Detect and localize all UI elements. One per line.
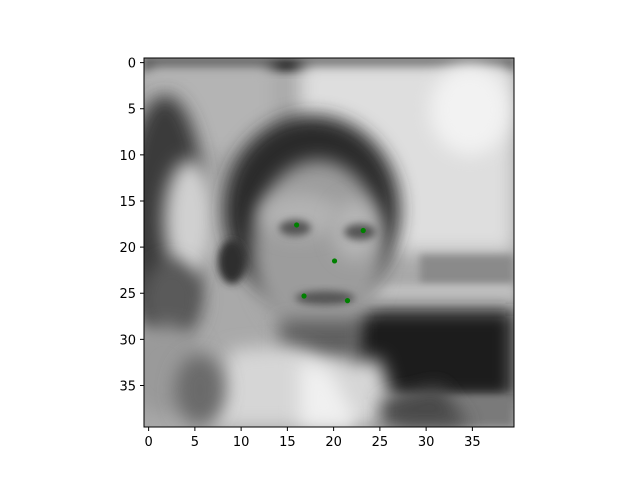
landmark-point [331,258,338,264]
y-tick-label: 30 [119,333,136,348]
landmark-points [294,222,366,304]
landmark-point [294,222,300,228]
landmark-point [344,298,351,304]
landmark-point [301,293,307,299]
y-tick-label: 20 [119,241,136,256]
face-image [144,58,514,427]
y-tick-label: 5 [128,103,136,118]
plot-frame [143,57,515,428]
landmark-point [360,227,366,234]
y-tick-label: 25 [119,287,136,302]
x-tick-label: 10 [233,435,250,450]
y-tick-label: 35 [119,379,136,394]
x-tick-label: 20 [325,435,342,450]
y-tick-label: 0 [128,57,136,72]
x-tick-label: 25 [372,435,389,450]
y-tick-label: 10 [119,149,136,164]
x-tick-label: 0 [144,435,152,450]
x-tick-label: 30 [418,435,435,450]
y-tick-label: 15 [119,195,136,210]
y-axis: 0 5 10 15 20 25 30 35 [119,57,144,394]
x-tick-label: 15 [279,435,296,450]
x-axis: 0 5 10 15 20 25 30 35 [144,427,481,450]
x-tick-label: 35 [464,435,481,450]
x-tick-label: 5 [191,435,199,450]
